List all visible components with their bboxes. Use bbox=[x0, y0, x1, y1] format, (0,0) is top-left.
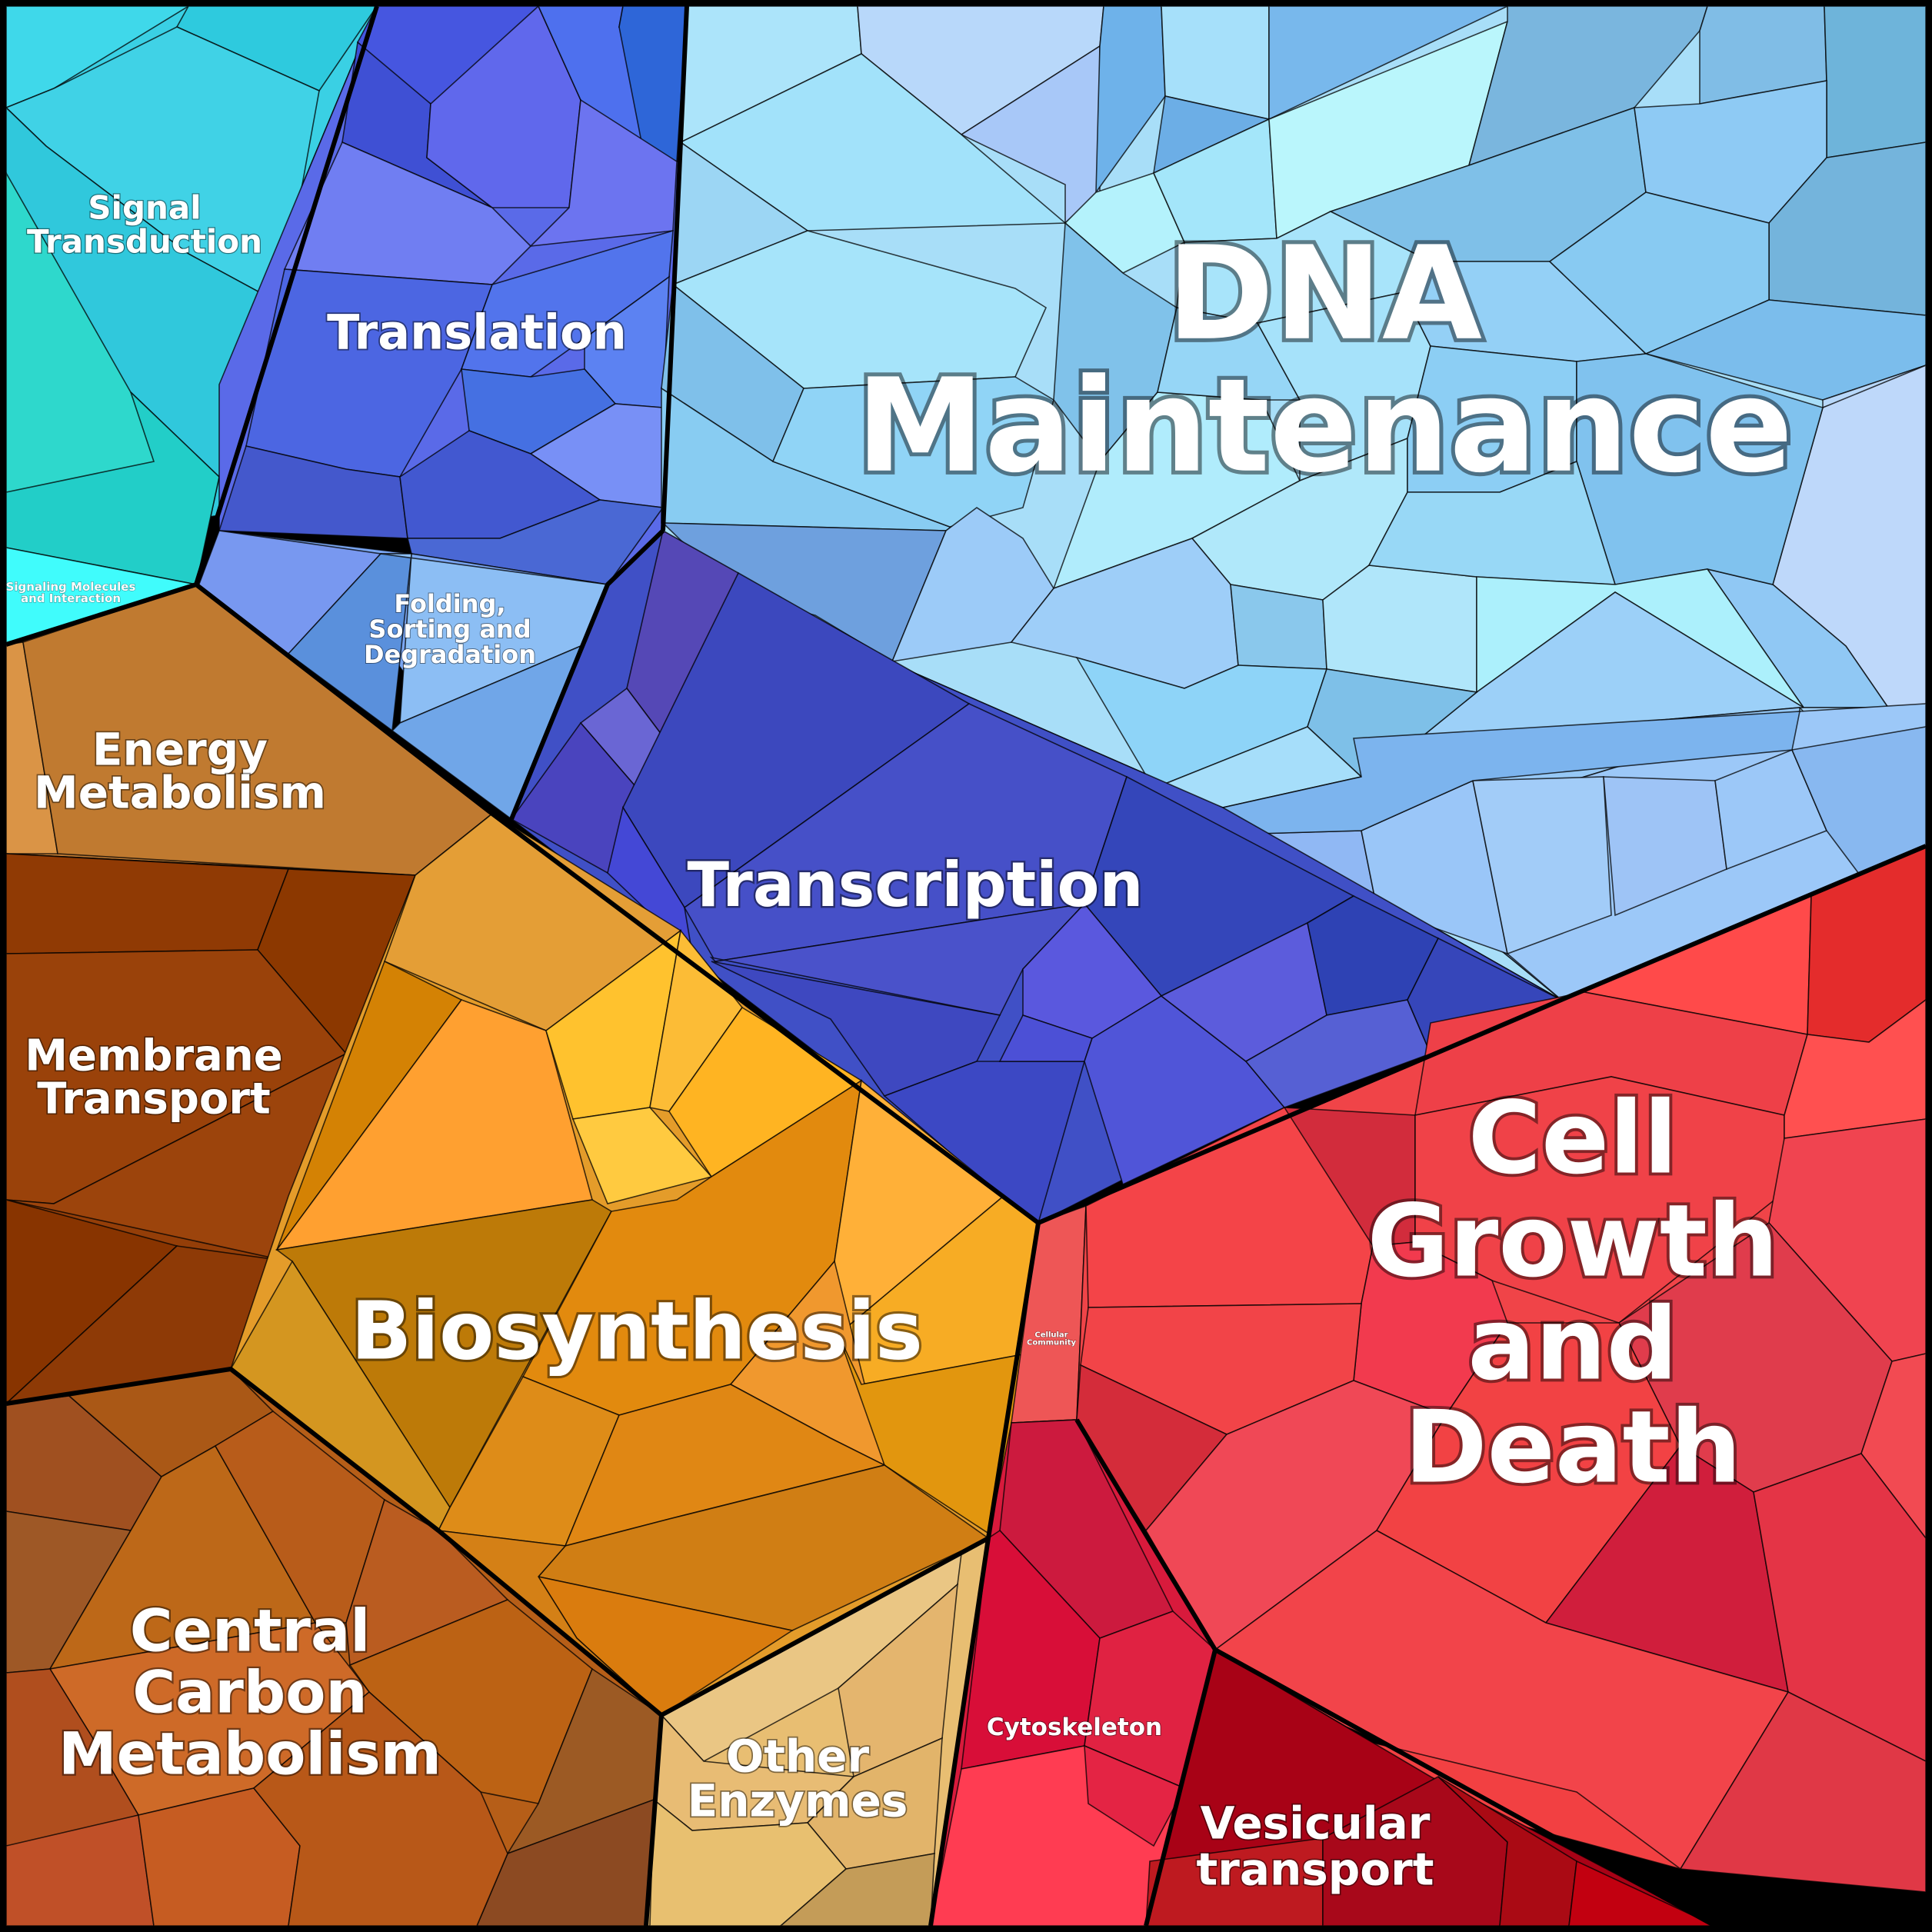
label-transcription: Transcription bbox=[688, 849, 1144, 921]
label-line: Enzymes bbox=[688, 1774, 908, 1827]
label-folding: Folding, Sorting and Degradation bbox=[364, 589, 536, 669]
label-line: Folding, bbox=[394, 589, 505, 618]
label-line: Metabolism bbox=[34, 766, 326, 818]
label-line: Metabolism bbox=[58, 1720, 441, 1788]
label-dna-maintenance: DNA Maintenance bbox=[856, 218, 1793, 501]
region-biosynthesis bbox=[229, 812, 1039, 1717]
label-line: Transport bbox=[37, 1074, 271, 1124]
region-cytoskeleton bbox=[930, 1419, 1216, 1927]
label-line: Growth bbox=[1367, 1183, 1779, 1300]
label-other-enzymes: Other Enzymes bbox=[688, 1730, 908, 1827]
label-central-carbon: Central Carbon Metabolism bbox=[58, 1597, 441, 1788]
region-transcription bbox=[510, 529, 1564, 1224]
label-line: Signal bbox=[88, 189, 201, 227]
label-line: Energy bbox=[92, 723, 268, 775]
label-cytoskeleton: Cytoskeleton bbox=[987, 1714, 1162, 1741]
label-line: Death bbox=[1404, 1389, 1742, 1506]
label-signaling-molecules: Signaling Molecules and Interaction bbox=[6, 580, 136, 605]
label-membrane-transport: Membrane Transport bbox=[25, 1031, 282, 1124]
label-line: Transduction bbox=[27, 223, 262, 261]
region-vesicular-transport bbox=[1144, 1648, 1716, 1927]
label-cell-growth: Cell Growth and Death bbox=[1367, 1080, 1779, 1506]
label-biosynthesis: Biosynthesis bbox=[351, 1284, 923, 1377]
label-line: Signaling Molecules bbox=[6, 580, 136, 594]
label-line: Translation bbox=[327, 305, 627, 361]
label-line: Biosynthesis bbox=[351, 1284, 923, 1377]
label-cellular-community: Cellular Community bbox=[1027, 1331, 1076, 1347]
label-line: Cytoskeleton bbox=[987, 1714, 1162, 1741]
region-energy-metabolism bbox=[5, 584, 494, 876]
label-energy-metabolism: Energy Metabolism bbox=[34, 723, 326, 818]
label-line: Cellular bbox=[1034, 1331, 1068, 1340]
region-translation bbox=[218, 5, 688, 585]
label-line: Cell bbox=[1468, 1080, 1678, 1197]
label-translation: Translation bbox=[327, 305, 627, 361]
label-line: Sorting and bbox=[368, 615, 531, 644]
label-line: Community bbox=[1027, 1339, 1076, 1347]
label-line: DNA bbox=[1167, 218, 1482, 369]
label-line: transport bbox=[1197, 1843, 1434, 1895]
label-line: and bbox=[1467, 1286, 1677, 1403]
label-line: Degradation bbox=[364, 640, 536, 669]
label-signal-transduction: Signal Transduction bbox=[27, 189, 262, 261]
label-line: Other bbox=[726, 1730, 870, 1782]
label-vesicular-transport: Vesicular transport bbox=[1197, 1797, 1434, 1895]
label-line: Membrane bbox=[25, 1031, 282, 1081]
region-other-enzymes bbox=[645, 1537, 990, 1927]
label-line: Carbon bbox=[132, 1658, 367, 1727]
label-line: Maintenance bbox=[856, 351, 1793, 501]
region-folding bbox=[197, 530, 609, 821]
label-line: Vesicular bbox=[1201, 1797, 1431, 1849]
region-signal-transduction bbox=[5, 5, 378, 585]
label-line: Central bbox=[130, 1597, 371, 1665]
region-dna-maintenance bbox=[661, 5, 1927, 1001]
region-cell-growth bbox=[1076, 844, 1927, 1893]
label-line: and Interaction bbox=[21, 591, 121, 605]
label-line: Transcription bbox=[688, 849, 1144, 921]
